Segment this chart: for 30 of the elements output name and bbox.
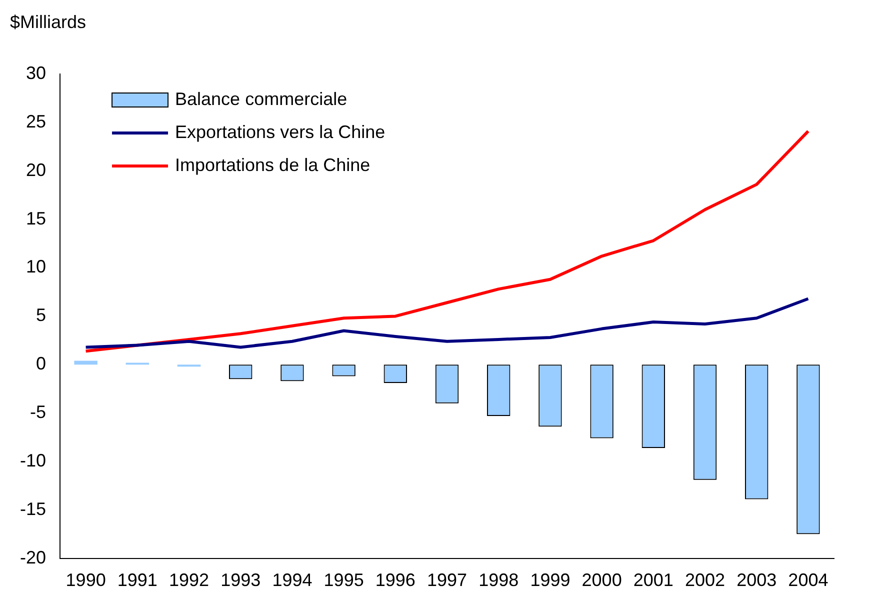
legend-label: Balance commerciale <box>175 88 348 109</box>
x-tick-label: 1994 <box>272 570 312 590</box>
x-tick-label: 1991 <box>117 570 158 590</box>
y-tick-label: 10 <box>26 256 46 277</box>
y-tick-label: 20 <box>26 160 46 180</box>
y-tick-label: -20 <box>20 547 46 568</box>
y-tick-label: -10 <box>20 450 46 470</box>
x-tick-label: 2004 <box>788 570 828 590</box>
y-tick-label: -5 <box>30 402 46 422</box>
y-tick-label: 15 <box>26 208 46 228</box>
x-tick-label: 1992 <box>168 570 210 590</box>
x-tick-label: 2003 <box>736 570 777 590</box>
y-tick-label: 5 <box>36 305 46 326</box>
x-tick-label: 2002 <box>684 570 726 590</box>
y-tick-label: 30 <box>26 62 46 83</box>
y-tick-label: 25 <box>26 111 46 132</box>
legend-label: Exportations vers la Chine <box>175 122 386 142</box>
x-tick-label: 1990 <box>66 570 106 590</box>
y-axis-title: $Milliards <box>10 12 86 32</box>
legend-label: Importations de la Chine <box>175 154 370 175</box>
x-tick-label: 1996 <box>375 570 416 590</box>
x-tick-label: 1997 <box>426 570 468 590</box>
x-tick-label: 2001 <box>633 570 674 590</box>
y-tick-label: 0 <box>36 354 46 374</box>
x-tick-label: 1998 <box>478 570 519 590</box>
y-tick-label: -15 <box>20 498 46 519</box>
x-tick-label: 1999 <box>530 570 570 590</box>
x-tick-label: 2000 <box>582 570 622 590</box>
x-tick-label: 1993 <box>220 570 261 590</box>
x-tick-label: 1995 <box>324 570 364 590</box>
